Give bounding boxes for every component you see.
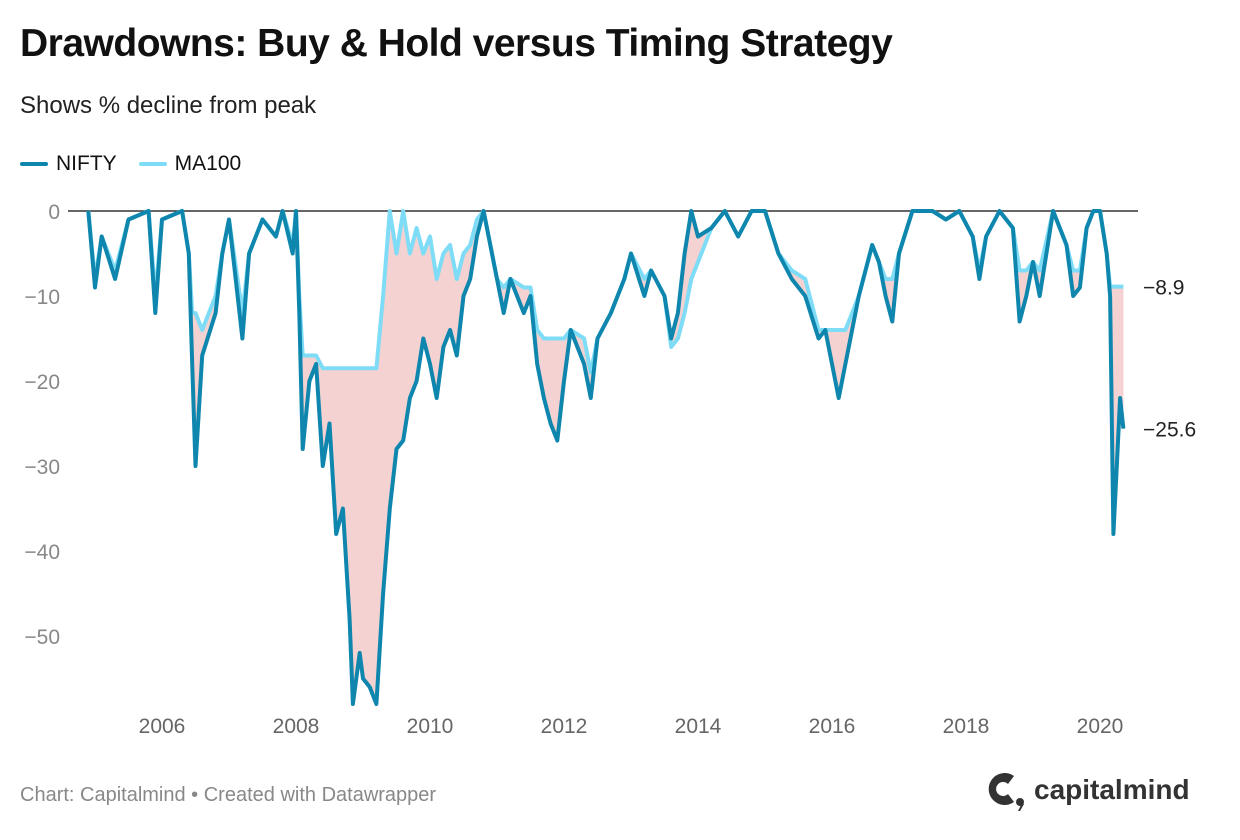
x-tick-label: 2018	[943, 715, 990, 738]
capitalmind-logo: capitalmind	[984, 768, 1190, 812]
logo-mark-icon	[988, 773, 1024, 811]
x-tick-label: 2008	[273, 715, 320, 738]
legend-label-nifty: NIFTY	[56, 152, 117, 175]
x-tick-label: 2006	[139, 715, 186, 738]
y-tick-label: 0	[48, 201, 60, 224]
x-tick-label: 2020	[1077, 715, 1124, 738]
y-tick-label: −30	[24, 456, 60, 479]
series-line-ma100	[86, 209, 1124, 375]
y-tick-label: −20	[24, 371, 60, 394]
legend-swatch-nifty	[20, 162, 48, 166]
y-tick-label: −10	[24, 286, 60, 309]
x-tick-label: 2014	[675, 715, 722, 738]
legend-swatch-ma100	[138, 162, 167, 166]
logo-text: capitalmind	[1034, 774, 1190, 805]
legend-item-ma100: MA100	[138, 152, 242, 176]
end-label-ma100: −8.9	[1143, 277, 1184, 300]
y-tick-label: −50	[24, 626, 60, 649]
x-tick-label: 2016	[809, 715, 856, 738]
end-label-nifty: −25.6	[1143, 419, 1196, 442]
y-tick-label: −40	[24, 541, 60, 564]
chart-title: Drawdowns: Buy & Hold versus Timing Stra…	[20, 22, 893, 65]
legend-label-ma100: MA100	[174, 152, 242, 175]
legend-item-nifty: NIFTY	[20, 152, 117, 176]
chart-subtitle: Shows % decline from peak	[20, 92, 317, 119]
x-tick-label: 2010	[407, 715, 454, 738]
series-line-nifty	[86, 209, 1126, 706]
x-tick-label: 2012	[541, 715, 588, 738]
legend: NIFTY MA100	[20, 152, 241, 176]
chart-footer: Chart: Capitalmind • Created with Datawr…	[20, 784, 437, 806]
